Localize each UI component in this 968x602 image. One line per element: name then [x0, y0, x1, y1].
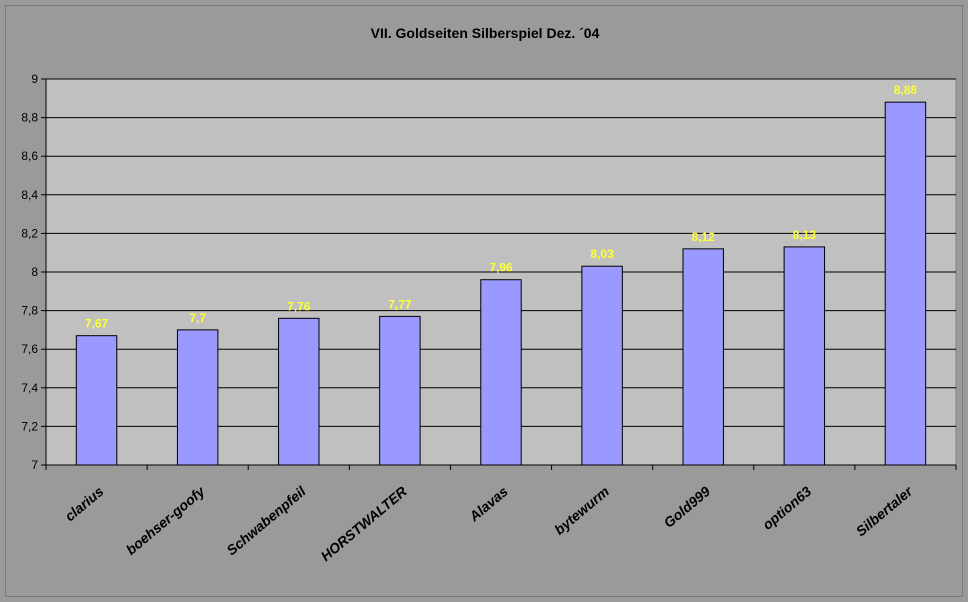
data-label: 8,88 [894, 83, 918, 97]
data-label: 8,13 [793, 228, 817, 242]
data-labels: 7,67 7,7 7,76 7,77 7,96 8,03 8,12 8,13 8,88 [85, 83, 918, 331]
x-tick-label: boehser-goofy [123, 482, 209, 558]
data-label: 7,67 [85, 317, 109, 331]
chart-title: VII. Goldseiten Silberspiel Dez. ´04 [371, 25, 600, 41]
data-label: 8,12 [692, 230, 716, 244]
bar [884, 101, 927, 466]
y-tick-label: 8,6 [21, 149, 38, 163]
chart-frame: VII. Goldseiten Silberspiel Dez. ´04 7 7,… [5, 5, 963, 597]
data-label: 7,96 [489, 261, 513, 275]
y-tick-label: 7,4 [21, 381, 38, 395]
bar [278, 317, 320, 466]
data-label: 7,77 [388, 297, 412, 311]
bar [581, 265, 623, 466]
data-label: 8,03 [590, 247, 614, 261]
data-label: 7,7 [189, 311, 206, 325]
x-tick-label: option63 [759, 483, 814, 533]
x-tick-label: Alavas [465, 483, 511, 525]
y-tick-label: 9 [31, 72, 38, 86]
x-tick-label: Gold999 [661, 483, 714, 531]
x-tick-label: bytewurm [551, 483, 612, 538]
x-axis-ticks: clarius boehser-goofy Schwabenpfeil HORSTWA… [45, 465, 957, 564]
bar [783, 246, 826, 466]
bar [379, 315, 421, 466]
bar [75, 335, 118, 466]
y-tick-label: 7 [31, 458, 38, 472]
x-tick-label: Schwabenpfeil [223, 482, 309, 558]
y-tick-label: 7,6 [21, 342, 38, 356]
y-tick-label: 8,8 [21, 111, 38, 125]
y-axis-ticks: 7 7,2 7,4 7,6 7,8 8 8,2 8,4 8,6 8,8 9 [21, 72, 46, 472]
x-tick-label: Silbertaler [853, 482, 917, 539]
bar-chart: VII. Goldseiten Silberspiel Dez. ´04 7 7,… [21, 25, 957, 564]
y-tick-label: 7,2 [21, 419, 38, 433]
bars [75, 101, 927, 466]
data-label: 7,76 [287, 299, 311, 313]
bar [176, 329, 219, 466]
y-tick-label: 8 [31, 265, 38, 279]
x-tick-label: HORSTWALTER [318, 482, 411, 564]
x-tick-label: clarius [62, 483, 107, 524]
y-tick-label: 7,8 [21, 304, 38, 318]
y-tick-label: 8,2 [21, 226, 38, 240]
bar [682, 248, 724, 466]
y-tick-label: 8,4 [21, 188, 38, 202]
bar [480, 279, 522, 466]
